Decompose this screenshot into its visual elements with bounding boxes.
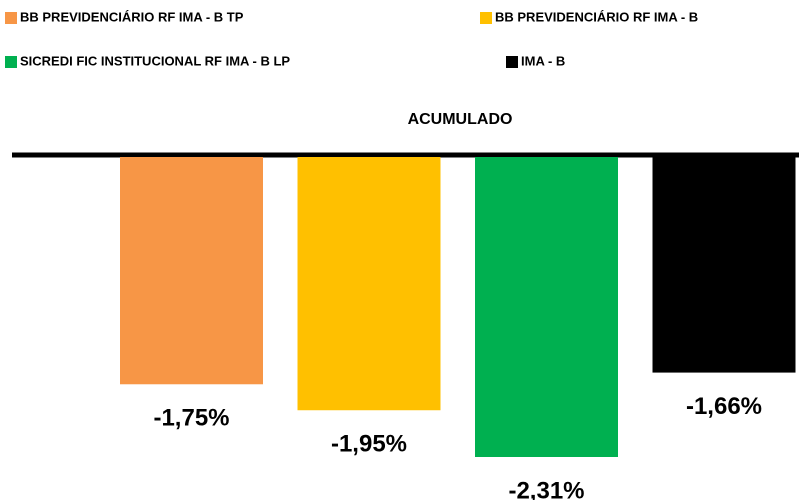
value-label: -1,66% <box>686 393 762 420</box>
legend-label: IMA - B <box>521 53 565 68</box>
value-label: -1,95% <box>331 431 407 458</box>
category-label: ACUMULADO <box>408 111 513 128</box>
legend-swatch <box>480 12 492 24</box>
legend-swatch <box>506 56 518 68</box>
bar <box>652 157 796 373</box>
legend-label: BB PREVIDENCIÁRIO RF IMA - B TP <box>20 9 244 24</box>
bar <box>475 157 618 457</box>
bar <box>120 157 263 385</box>
legend-label: SICREDI FIC INSTITUCIONAL RF IMA - B LP <box>20 53 290 68</box>
legend-label: BB PREVIDENCIÁRIO RF IMA - B <box>495 9 698 24</box>
value-label: -1,75% <box>153 405 229 432</box>
value-label: -2,31% <box>508 477 584 500</box>
legend-swatch <box>5 56 17 68</box>
legend-swatch <box>5 12 17 24</box>
bar <box>297 157 441 411</box>
